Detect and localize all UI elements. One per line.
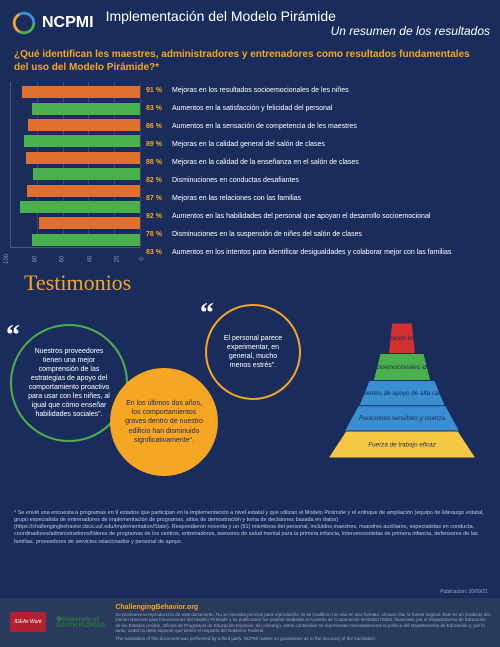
result-label: Mejoras en la calidad de la enseñanza en… (172, 159, 359, 167)
chart-bar (39, 217, 140, 229)
footnote: * Se envió una encuesta a programas en 9… (0, 506, 500, 550)
testimonial-bubble: En los últimos dos años, los comportamie… (110, 368, 218, 476)
result-row: 87 % Mejoras en las relaciones con las fa… (146, 195, 490, 203)
chart-bar (20, 201, 140, 213)
result-label: Mejoras en la calidad general del salón … (172, 141, 325, 149)
usf-logo: �University ofSOUTH FLORIDA (56, 616, 105, 629)
result-pct: 78 % (146, 231, 168, 239)
results-list: 91 % Mejoras en los resultados socioemoci… (146, 82, 490, 262)
result-row: 83 % Aumentos en la satisfacción y felici… (146, 105, 490, 113)
result-label: Aumentos en las habilidades del personal… (172, 213, 430, 221)
testimonios-title: Testimonios (0, 270, 500, 296)
result-label: Aumentos en los intentos para identifica… (172, 249, 451, 257)
chart-bar (32, 103, 140, 115)
chart-bar (28, 119, 140, 131)
chart-section: 100806040200 91 % Mejoras en los resultad… (0, 78, 500, 270)
chart-bar (33, 168, 140, 180)
svg-text:Apoyos socioemocionales identi: Apoyos socioemocionales identificados (346, 364, 457, 371)
result-label: Aumentos en la satisfacción y felicidad … (172, 105, 332, 113)
result-row: 91 % Mejoras en los resultados socioemoci… (146, 87, 490, 95)
footer-site: ChallengingBehavior.org (115, 604, 490, 612)
svg-text:Fuerza de trabajo eficaz: Fuerza de trabajo eficaz (368, 441, 436, 448)
logo: NCPMI (10, 9, 94, 37)
result-pct: 92 % (146, 213, 168, 221)
pyramid-diagram: Intervención intensiva Apoyos socioemocio… (312, 314, 492, 494)
chart-bar (27, 185, 140, 197)
result-row: 92 % Aumentos en las habilidades del pers… (146, 213, 490, 221)
bar-chart: 100806040200 (10, 82, 140, 262)
question-heading: ¿Qué identifican les maestres, administr… (0, 42, 500, 78)
chart-bar (22, 86, 140, 98)
result-pct: 91 % (146, 87, 168, 95)
result-label: Disminuciones en conductas desafiantes (172, 177, 299, 185)
result-pct: 86 % (146, 123, 168, 131)
result-label: Mejoras en las relaciones con las famili… (172, 195, 301, 203)
result-label: Aumentos en la sensación de competencia … (172, 123, 357, 131)
result-pct: 82 % (146, 177, 168, 185)
result-pct: 88 % (146, 159, 168, 167)
result-row: 78 % Disminuciones en la suspensión de ni… (146, 231, 490, 239)
result-row: 86 % Aumentos en la sensación de competen… (146, 123, 490, 131)
result-pct: 87 % (146, 195, 168, 203)
result-pct: 83 % (146, 249, 168, 257)
chart-bar (32, 234, 140, 246)
chart-bar (26, 152, 140, 164)
logo-text: NCPMI (42, 14, 94, 32)
title-block: Implementación del Modelo Pirámide Un re… (106, 8, 490, 38)
result-label: Mejoras en los resultados socioemocional… (172, 87, 349, 95)
logo-icon (10, 9, 38, 37)
testimonial-bubble: El personal parece experimentar, en gene… (205, 304, 301, 400)
svg-text:Intervención intensiva: Intervención intensiva (372, 335, 433, 342)
footer-text: ChallengingBehavior.org Se promueve la r… (115, 604, 490, 641)
testimonios-section: “ Nuestros proveedores tienen una mejor … (0, 296, 500, 506)
publication-date: Publicación: 20/09/21 (440, 589, 488, 595)
result-row: 83 % Aumentos en los intentos para identi… (146, 249, 490, 257)
header: NCPMI Implementación del Modelo Pirámide… (0, 0, 500, 42)
ideas-work-logo: IDEAs Work (10, 612, 46, 632)
svg-text:Ambientes de apoyo de alta cal: Ambientes de apoyo de alta calidad (351, 390, 452, 397)
page-title: Implementación del Modelo Pirámide (106, 8, 490, 24)
svg-text:Relaciones sensibles y crianza: Relaciones sensibles y crianza (359, 415, 446, 422)
result-pct: 83 % (146, 105, 168, 113)
footer-translation: The translation of this document was per… (115, 636, 490, 641)
chart-bar (24, 135, 140, 147)
page-subtitle: Un resumen de los resultados (106, 24, 490, 38)
result-row: 88 % Mejoras en la calidad de la enseñanz… (146, 159, 490, 167)
result-row: 82 % Disminuciones en conductas desafiant… (146, 177, 490, 185)
result-pct: 89 % (146, 141, 168, 149)
footer: IDEAs Work �University ofSOUTH FLORIDA C… (0, 598, 500, 647)
result-label: Disminuciones en la suspensión de niñes … (172, 231, 362, 239)
result-row: 89 % Mejoras en la calidad general del sa… (146, 141, 490, 149)
quote-icon: “ (6, 320, 20, 352)
footer-disclaimer: Se promueve la reproducción de este docu… (115, 612, 490, 634)
